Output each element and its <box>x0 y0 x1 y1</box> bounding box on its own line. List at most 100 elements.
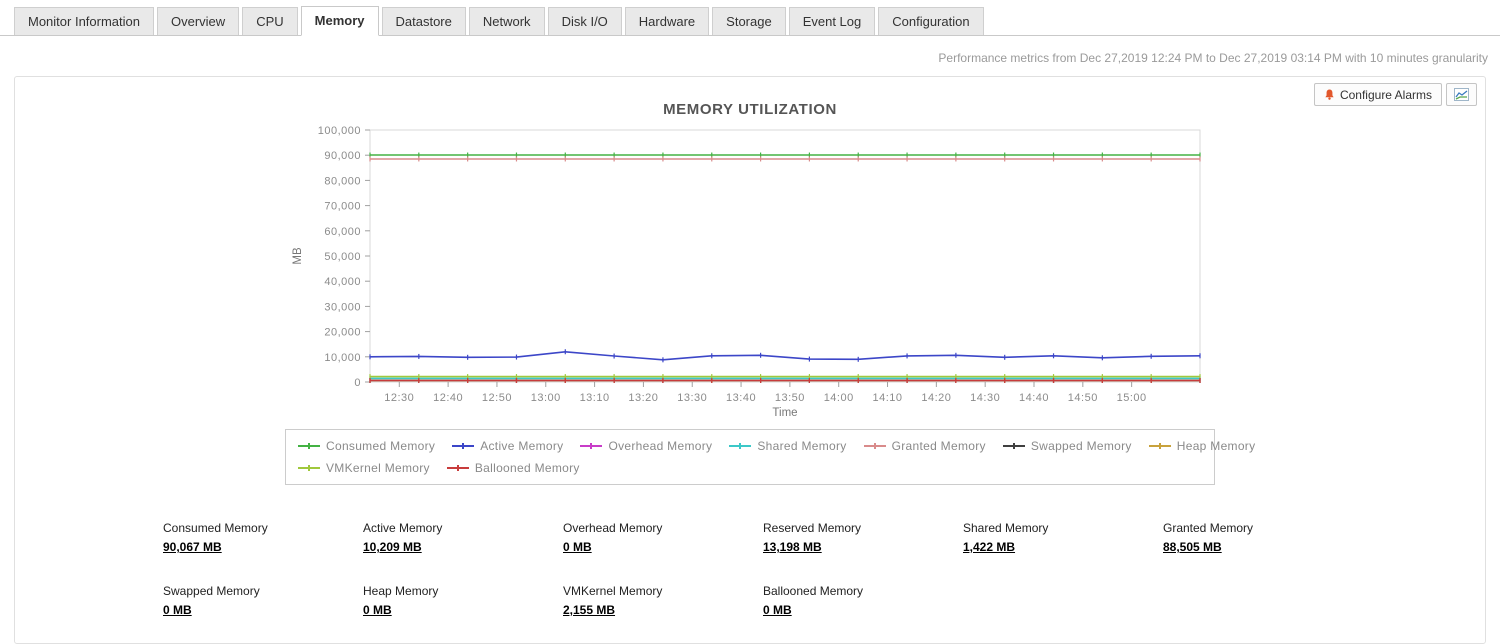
chart-view-button[interactable] <box>1446 83 1477 106</box>
stat-value-link[interactable]: 2,155 MB <box>563 603 616 617</box>
legend-item-granted-memory: Granted Memory <box>863 439 986 453</box>
svg-text:20,000: 20,000 <box>324 327 361 339</box>
stat-label: Overhead Memory <box>563 521 663 535</box>
stat-label: Ballooned Memory <box>763 584 864 598</box>
svg-text:10,000: 10,000 <box>324 352 361 364</box>
legend-label: Shared Memory <box>757 439 847 453</box>
memory-chart-svg: 0 10,000 20,000 30,000 40,000 50,000 60,000 70,… <box>292 125 1201 419</box>
legend-line-swatch <box>298 465 320 471</box>
legend-line-swatch <box>298 443 320 449</box>
legend-line-swatch <box>1002 443 1025 449</box>
legend-line-swatch <box>863 443 886 449</box>
stat-reserved-memory: Reserved Memory 13,198 MB <box>763 521 963 556</box>
svg-text:13:20: 13:20 <box>628 392 658 404</box>
stat-swapped-memory: Swapped Memory 0 MB <box>163 584 363 619</box>
stat-value-link[interactable]: 10,209 MB <box>363 540 422 554</box>
tab-configuration[interactable]: Configuration <box>878 7 984 35</box>
stat-value-link[interactable]: 90,067 MB <box>163 540 222 554</box>
tab-cpu[interactable]: CPU <box>242 7 298 35</box>
stat-value-link[interactable]: 0 MB <box>763 603 792 617</box>
tab-memory[interactable]: Memory <box>300 6 379 36</box>
metrics-range-text: Performance metrics from Dec 27,2019 12:… <box>938 51 1488 65</box>
stat-granted-memory: Granted Memory 88,505 MB <box>1163 521 1363 556</box>
svg-text:14:00: 14:00 <box>824 392 854 404</box>
memory-stats: Consumed Memory 90,067 MB Active Memory 10,… <box>163 521 1485 619</box>
configure-alarms-button[interactable]: Configure Alarms <box>1313 83 1442 106</box>
legend-label: Consumed Memory <box>326 439 436 453</box>
stat-value-link[interactable]: 0 MB <box>363 603 392 617</box>
svg-text:60,000: 60,000 <box>324 226 361 238</box>
svg-text:0: 0 <box>354 377 361 389</box>
stat-value-link[interactable]: 1,422 MB <box>963 540 1016 554</box>
tab-overview[interactable]: Overview <box>157 7 240 35</box>
svg-text:13:30: 13:30 <box>677 392 707 404</box>
svg-text:14:30: 14:30 <box>970 392 1000 404</box>
stat-value-link[interactable]: 13,198 MB <box>763 540 822 554</box>
tab-disk-i-o[interactable]: Disk I/O <box>547 7 622 35</box>
stat-ballooned-memory: Ballooned Memory 0 MB <box>763 584 963 619</box>
legend-item-vmkernel-memory: VMKernel Memory <box>298 461 430 475</box>
chart-area: 0 10,000 20,000 30,000 40,000 50,000 60,000 70,… <box>285 120 1255 485</box>
svg-text:13:10: 13:10 <box>580 392 610 404</box>
svg-text:50,000: 50,000 <box>324 251 361 263</box>
legend-item-ballooned-memory: Ballooned Memory <box>446 461 580 475</box>
stat-label: VMKernel Memory <box>563 584 663 598</box>
chart-icon <box>1454 88 1469 101</box>
stat-overhead-memory: Overhead Memory 0 MB <box>563 521 763 556</box>
svg-text:MB: MB <box>292 247 304 265</box>
legend-label: Active Memory <box>480 439 564 453</box>
chart-title: MEMORY UTILIZATION <box>663 101 837 118</box>
legend-line-swatch <box>446 465 469 471</box>
svg-text:15:00: 15:00 <box>1117 392 1147 404</box>
panel-actions: Configure Alarms <box>1313 83 1477 106</box>
legend-label: VMKernel Memory <box>326 461 430 475</box>
stat-label: Shared Memory <box>963 521 1049 535</box>
stat-vmkernel-memory: VMKernel Memory 2,155 MB <box>563 584 763 619</box>
stat-value-link[interactable]: 88,505 MB <box>1163 540 1222 554</box>
legend-label: Granted Memory <box>891 439 986 453</box>
tab-event-log[interactable]: Event Log <box>788 7 876 35</box>
stat-value-link[interactable]: 0 MB <box>563 540 592 554</box>
stat-shared-memory: Shared Memory 1,422 MB <box>963 521 1163 556</box>
legend-item-heap-memory: Heap Memory <box>1148 439 1256 453</box>
tab-monitor-information[interactable]: Monitor Information <box>14 7 154 35</box>
alarm-bell-icon <box>1324 88 1335 101</box>
svg-text:14:10: 14:10 <box>873 392 903 404</box>
stat-value-link[interactable]: 0 MB <box>163 603 192 617</box>
svg-text:12:30: 12:30 <box>384 392 414 404</box>
legend-line-swatch <box>729 443 752 449</box>
legend-row: VMKernel Memory Ballooned Memory <box>298 461 1202 475</box>
legend-line-swatch <box>452 443 475 449</box>
svg-text:90,000: 90,000 <box>324 150 361 162</box>
svg-text:80,000: 80,000 <box>324 175 361 187</box>
stat-label: Granted Memory <box>1163 521 1254 535</box>
tab-storage[interactable]: Storage <box>712 7 786 35</box>
svg-text:14:20: 14:20 <box>921 392 951 404</box>
tab-datastore[interactable]: Datastore <box>381 7 466 35</box>
stat-label: Active Memory <box>363 521 443 535</box>
stat-consumed-memory: Consumed Memory 90,067 MB <box>163 521 363 556</box>
tab-bar: Monitor Information Overview CPU Memory Data… <box>0 0 1500 36</box>
legend-line-swatch <box>580 443 603 449</box>
legend-label: Overhead Memory <box>608 439 713 453</box>
legend-line-swatch <box>1148 443 1171 449</box>
stat-active-memory: Active Memory 10,209 MB <box>363 521 563 556</box>
tab-hardware[interactable]: Hardware <box>624 7 710 35</box>
memory-utilization-panel: Configure Alarms MEMORY UTILIZATION 0 10,… <box>14 76 1486 644</box>
stat-label: Reserved Memory <box>763 521 862 535</box>
stat-label: Swapped Memory <box>163 584 260 598</box>
tab-network[interactable]: Network <box>468 7 545 35</box>
legend-item-active-memory: Active Memory <box>452 439 563 453</box>
svg-text:13:00: 13:00 <box>531 392 561 404</box>
configure-alarms-label: Configure Alarms <box>1339 87 1432 102</box>
svg-text:12:50: 12:50 <box>482 392 512 404</box>
svg-text:14:50: 14:50 <box>1068 392 1098 404</box>
stat-heap-memory: Heap Memory 0 MB <box>363 584 563 619</box>
svg-text:70,000: 70,000 <box>324 201 361 213</box>
chart-legend: Consumed Memory Active Memory Overhead Mem… <box>285 429 1255 485</box>
legend-label: Ballooned Memory <box>474 461 580 475</box>
svg-text:40,000: 40,000 <box>324 276 361 288</box>
legend-item-overhead-memory: Overhead Memory <box>580 439 712 453</box>
legend-label: Swapped Memory <box>1030 439 1132 453</box>
svg-text:100,000: 100,000 <box>318 125 361 137</box>
